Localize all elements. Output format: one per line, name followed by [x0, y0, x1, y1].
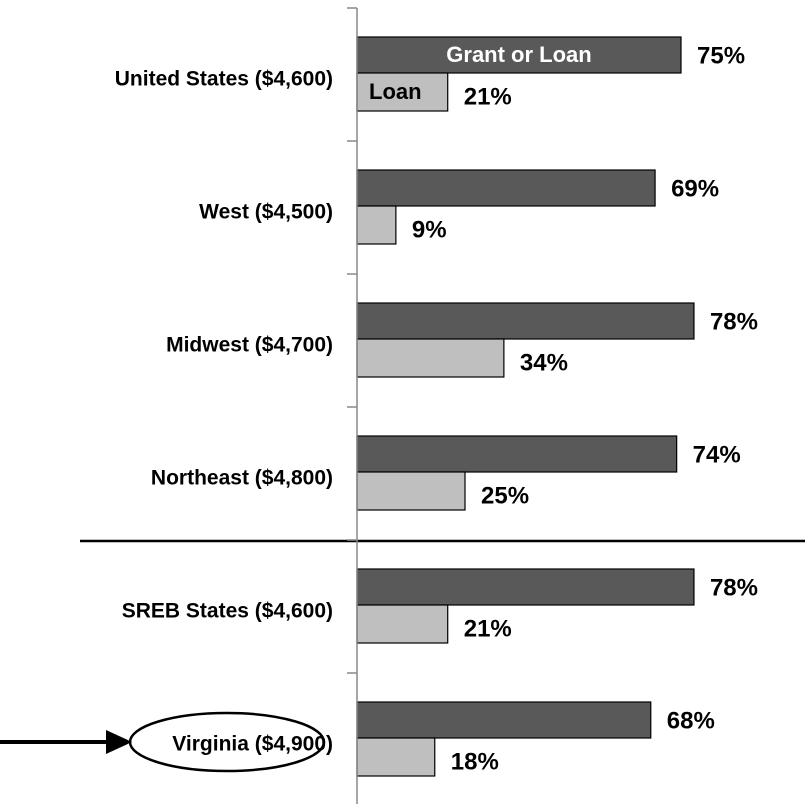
value-label: 75%: [697, 42, 745, 69]
bar: [356, 302, 695, 340]
bar: [356, 205, 397, 245]
series-label: Grant or Loan: [446, 42, 591, 67]
value-label: 34%: [520, 349, 568, 376]
bar: [356, 568, 695, 606]
category-label: Virginia ($4,900): [172, 733, 333, 756]
bar: [356, 338, 505, 378]
value-label: 68%: [667, 707, 715, 734]
bar: [356, 169, 656, 207]
category-label: Northeast ($4,800): [151, 467, 333, 490]
bar: [356, 701, 652, 739]
value-label: 9%: [412, 216, 447, 243]
category-label: Midwest ($4,700): [166, 334, 333, 357]
series-label: Loan: [369, 79, 422, 104]
category-label: United States ($4,600): [115, 68, 333, 91]
arrow-head: [106, 730, 132, 754]
value-label: 18%: [451, 748, 499, 775]
bar: [356, 471, 466, 511]
value-label: 78%: [710, 308, 758, 335]
value-label: 25%: [481, 482, 529, 509]
value-label: 21%: [464, 83, 512, 110]
bar: [356, 435, 678, 473]
bar: [356, 72, 449, 112]
category-label: West ($4,500): [199, 201, 333, 224]
value-label: 74%: [693, 441, 741, 468]
bar: [356, 36, 682, 74]
bar: [356, 737, 436, 777]
value-label: 78%: [710, 574, 758, 601]
category-label: SREB States ($4,600): [122, 600, 333, 623]
value-label: 69%: [671, 175, 719, 202]
value-label: 21%: [464, 615, 512, 642]
bar: [356, 604, 449, 644]
